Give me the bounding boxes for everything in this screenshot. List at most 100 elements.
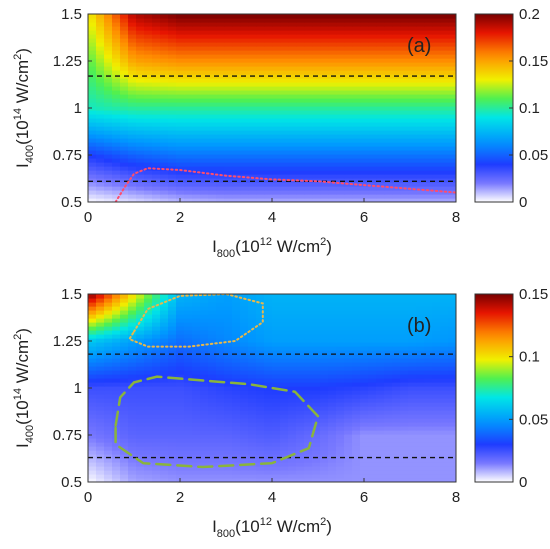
heatmap-cell: [448, 474, 456, 479]
heatmap-cell: [392, 14, 401, 19]
heatmap-cell: [120, 310, 129, 315]
heatmap-cell: [352, 190, 361, 195]
heatmap-cell: [304, 58, 313, 63]
heatmap-cell: [152, 398, 161, 403]
heatmap-cell: [288, 26, 297, 31]
heatmap-cell: [104, 138, 113, 143]
heatmap-cell: [160, 78, 169, 83]
heatmap-cell: [384, 442, 393, 447]
heatmap-cell: [296, 322, 305, 327]
heatmap-cell: [120, 198, 129, 202]
heatmap-cell: [176, 398, 185, 403]
heatmap-cell: [168, 466, 177, 471]
heatmap-cell: [328, 102, 337, 107]
heatmap-cell: [360, 294, 369, 299]
heatmap-cell: [232, 158, 241, 163]
heatmap-cell: [416, 446, 425, 451]
heatmap-cell: [320, 310, 329, 315]
heatmap-cell: [200, 398, 209, 403]
heatmap-cell: [112, 66, 121, 71]
heatmap-cell: [400, 158, 409, 163]
heatmap-cell: [160, 18, 169, 23]
heatmap-cell: [216, 70, 225, 75]
heatmap-cell: [264, 370, 273, 375]
heatmap-cell: [360, 90, 369, 95]
heatmap-cell: [120, 18, 129, 23]
heatmap-cell: [432, 362, 441, 367]
heatmap-cell: [128, 146, 137, 151]
heatmap-cell: [432, 294, 441, 299]
heatmap-cell: [440, 402, 449, 407]
heatmap-cell: [88, 38, 97, 43]
heatmap-cell: [160, 198, 169, 202]
heatmap-cell: [96, 154, 105, 159]
heatmap-cell: [112, 318, 121, 323]
heatmap-cell: [144, 406, 153, 411]
heatmap-cell: [256, 474, 265, 479]
heatmap-cell: [184, 174, 193, 179]
heatmap-cell: [112, 34, 121, 39]
heatmap-cell: [376, 350, 385, 355]
heatmap-cell: [104, 434, 113, 439]
heatmap-cell: [200, 442, 209, 447]
heatmap-cell: [120, 318, 129, 323]
heatmap-cell: [208, 358, 217, 363]
heatmap-cell: [224, 450, 233, 455]
heatmap-cell: [424, 170, 433, 175]
heatmap-cell: [440, 438, 449, 443]
heatmap-cell: [104, 190, 113, 195]
heatmap-cell: [168, 22, 177, 27]
heatmap-cell: [352, 58, 361, 63]
heatmap-cell: [240, 338, 249, 343]
heatmap-cell: [88, 194, 97, 199]
heatmap-cell: [136, 38, 145, 43]
heatmap-cell: [320, 122, 329, 127]
heatmap-cell: [216, 82, 225, 87]
heatmap-cell: [192, 406, 201, 411]
heatmap-cell: [272, 198, 281, 202]
heatmap-cell: [392, 182, 401, 187]
heatmap-cell: [216, 306, 225, 311]
heatmap-cell: [336, 454, 345, 459]
heatmap-cell: [184, 414, 193, 419]
heatmap-cell: [216, 322, 225, 327]
heatmap-cell: [288, 318, 297, 323]
heatmap-cell: [288, 310, 297, 315]
heatmap-cell: [408, 398, 417, 403]
heatmap-cell: [240, 146, 249, 151]
heatmap-cell: [184, 182, 193, 187]
heatmap-cell: [312, 138, 321, 143]
heatmap-cell: [96, 414, 105, 419]
heatmap-cell: [96, 146, 105, 151]
heatmap-cell: [384, 334, 393, 339]
heatmap-cell: [256, 478, 265, 482]
heatmap-cell: [400, 54, 409, 59]
colorbar-tick-label: 0.15: [519, 286, 548, 303]
heatmap-cell: [248, 434, 257, 439]
heatmap-cell: [392, 22, 401, 27]
heatmap-cell: [344, 386, 353, 391]
heatmap-cell: [392, 466, 401, 471]
heatmap-cell: [128, 330, 137, 335]
heatmap-cell: [120, 330, 129, 335]
heatmap-cell: [248, 414, 257, 419]
heatmap-cell: [352, 466, 361, 471]
heatmap-cell: [320, 346, 329, 351]
heatmap-cell: [384, 134, 393, 139]
heatmap-cell: [128, 166, 137, 171]
heatmap-cell: [344, 310, 353, 315]
heatmap-cell: [152, 394, 161, 399]
heatmap-cell: [448, 126, 456, 131]
heatmap-cell: [136, 18, 145, 23]
heatmap-cell: [296, 62, 305, 67]
heatmap-cell: [152, 78, 161, 83]
heatmap-cell: [128, 434, 137, 439]
heatmap-cell: [336, 382, 345, 387]
heatmap-cell: [424, 314, 433, 319]
heatmap-cell: [152, 118, 161, 123]
heatmap-cell: [88, 358, 97, 363]
heatmap-cell: [352, 198, 361, 202]
heatmap-cell: [200, 150, 209, 155]
heatmap-cell: [176, 366, 185, 371]
heatmap-cell: [400, 382, 409, 387]
